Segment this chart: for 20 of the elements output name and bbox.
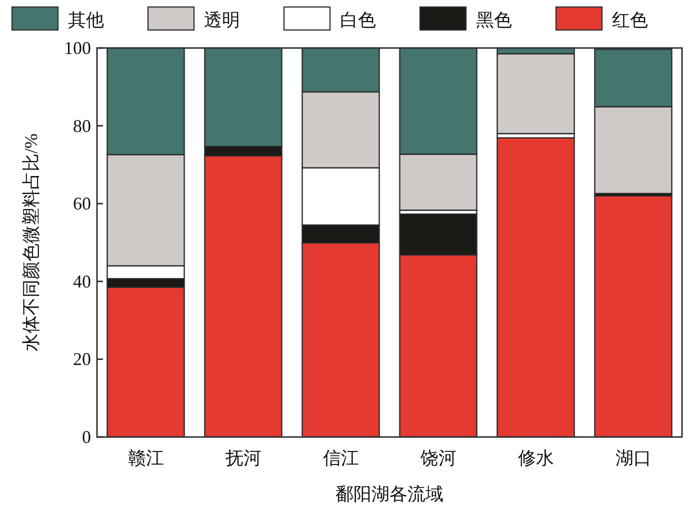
y-tick-label: 100: [64, 38, 91, 58]
x-tick-label: 湖口: [615, 448, 652, 468]
legend-label: 其他: [68, 10, 104, 30]
bar: [496, 53, 575, 134]
x-tick-label: 饶河: [419, 448, 456, 468]
x-axis-title: 鄱阳湖各流域: [336, 484, 444, 504]
x-tick-label: 抚河: [224, 448, 262, 468]
y-tick-label: 0: [82, 427, 91, 447]
legend-label: 黑色: [476, 10, 512, 30]
x-tick-label: 修水: [518, 448, 554, 468]
legend-label: 透明: [204, 10, 240, 30]
x-tick-label: 信江: [322, 448, 359, 468]
legend-label: 红色: [612, 10, 648, 30]
y-tick-label: 40: [73, 271, 91, 292]
legend-label: 白色: [340, 10, 376, 30]
y-tick-label: 20: [73, 349, 91, 370]
y-tick-label: 60: [73, 194, 91, 214]
y-tick-label: 80: [73, 116, 91, 136]
x-tick-label: 赣江: [128, 448, 164, 468]
y-axis-title: 水体不同颜色微塑料占比/%: [21, 134, 41, 352]
